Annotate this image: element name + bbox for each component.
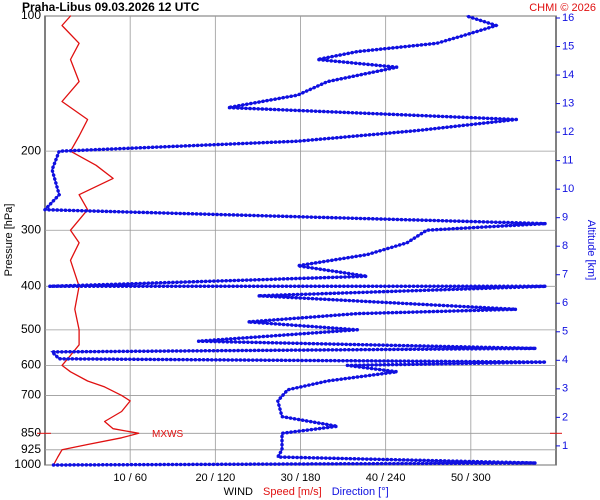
y2-tick-label: 12 [562, 126, 574, 138]
x-tick-label: 10 / 60 [113, 472, 147, 484]
y-tick-label: 600 [21, 358, 41, 372]
y2-tick-label: 2 [562, 411, 568, 423]
speed-line [52, 15, 140, 466]
direction-line-core [43, 15, 547, 466]
y-tick-label: 1000 [14, 457, 41, 471]
y2-axis-label: Altitude [km] [585, 220, 597, 281]
y-tick-label: 925 [21, 442, 41, 456]
chart-title: Praha-Libus 09.03.2026 12 UTC [22, 0, 200, 14]
y-tick-label: 700 [21, 388, 41, 402]
y2-tick-label: 8 [562, 240, 568, 252]
y2-tick-label: 16 [562, 12, 574, 24]
y2-tick-label: 10 [562, 183, 574, 195]
credit: CHMI © 2026 [529, 2, 596, 14]
y-tick-label: 100 [21, 8, 41, 22]
y2-tick-label: 14 [562, 69, 574, 81]
x-tick-label: 20 / 120 [195, 472, 235, 484]
y-tick-label: 300 [21, 222, 41, 236]
y2-tick-label: 3 [562, 383, 568, 395]
y2-tick-label: 5 [562, 326, 568, 338]
x-tick-label: 40 / 240 [366, 472, 406, 484]
y2-tick-label: 9 [562, 212, 568, 224]
y2-tick-label: 1 [562, 440, 568, 452]
y-tick-label: 500 [21, 322, 41, 336]
y2-tick-label: 4 [562, 354, 568, 366]
x-tick-label: 50 / 300 [451, 472, 491, 484]
y-tick-label: 200 [21, 143, 41, 157]
y-tick-label: 400 [21, 278, 41, 292]
annotation-label: MXWS [152, 429, 183, 440]
x-axis-label: WIND [224, 486, 253, 498]
y2-tick-label: 13 [562, 97, 574, 109]
legend-entry: Speed [m/s] [263, 486, 322, 498]
y2-tick-label: 7 [562, 269, 568, 281]
y2-tick-label: 11 [562, 155, 573, 167]
x-tick-label: 30 / 180 [281, 472, 321, 484]
y2-tick-label: 6 [562, 297, 568, 309]
y-axis-label: Pressure [hPa] [3, 204, 15, 277]
legend-entry: Direction [°] [332, 486, 389, 498]
y-tick-label: 850 [21, 425, 41, 439]
y2-tick-label: 15 [562, 40, 574, 52]
